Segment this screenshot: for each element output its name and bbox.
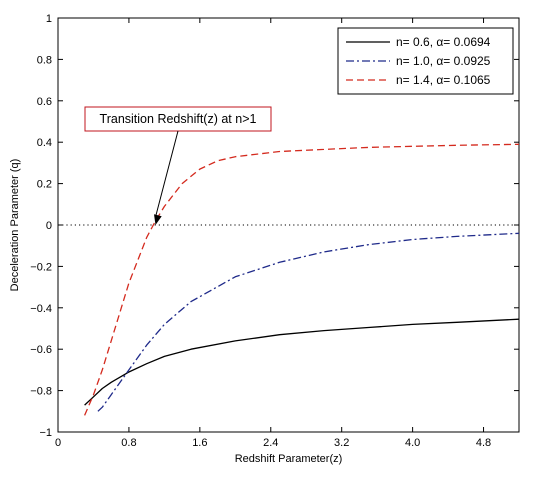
y-tick-label: 0 <box>46 220 52 232</box>
y-tick-label: −1 <box>39 427 52 439</box>
x-tick-label: 4.8 <box>476 437 491 449</box>
y-tick-label: 0.2 <box>37 179 52 191</box>
annotation-text: Transition Redshift(z) at n>1 <box>100 112 257 126</box>
annotation-arrow <box>155 130 179 218</box>
legend: n= 0.6, α= 0.0694 n= 1.0, α= 0.0925 n= 1.4… <box>337 27 514 95</box>
y-tick-label: −0.8 <box>30 386 52 398</box>
y-axis-label: Deceleration Parameter (q) <box>9 159 21 292</box>
annotation: Transition Redshift(z) at n>1 <box>84 106 272 225</box>
series-layer <box>84 143 520 416</box>
x-tick-label: 2.4 <box>263 437 278 449</box>
y-tick-label: 1 <box>46 13 52 25</box>
y-tick-label: 0.8 <box>37 54 52 66</box>
y-tick-label: 0.6 <box>37 96 52 108</box>
x-tick-label: 3.2 <box>334 437 349 449</box>
series-line-3 <box>84 143 520 416</box>
y-tick-label: −0.4 <box>30 303 52 315</box>
y-tick-label: −0.2 <box>30 261 52 273</box>
axes-layer: 0 0.8 1.6 2.4 3.2 4.0 4.8 −1 −0.8 −0.6 −0.4 −0.2 0 0.… <box>30 13 519 449</box>
y-tick-label: −0.6 <box>30 344 52 356</box>
annotation-arrowhead <box>154 214 162 225</box>
series-line-1 <box>84 318 520 406</box>
x-tick-label: 1.6 <box>192 437 207 449</box>
x-axis-label: Redshift Parameter(z) <box>235 453 343 465</box>
series-line-2 <box>97 232 520 412</box>
x-tick-label: 0.8 <box>121 437 136 449</box>
legend-entry-3: n= 1.4, α= 0.1065 <box>396 73 491 87</box>
legend-entry-1: n= 0.6, α= 0.0694 <box>396 35 491 49</box>
x-tick-label: 4.0 <box>405 437 420 449</box>
x-tick-label: 0 <box>55 437 61 449</box>
annotation-box <box>84 106 272 132</box>
legend-entry-2: n= 1.0, α= 0.0925 <box>396 54 491 68</box>
y-tick-label: 0.4 <box>37 137 52 149</box>
